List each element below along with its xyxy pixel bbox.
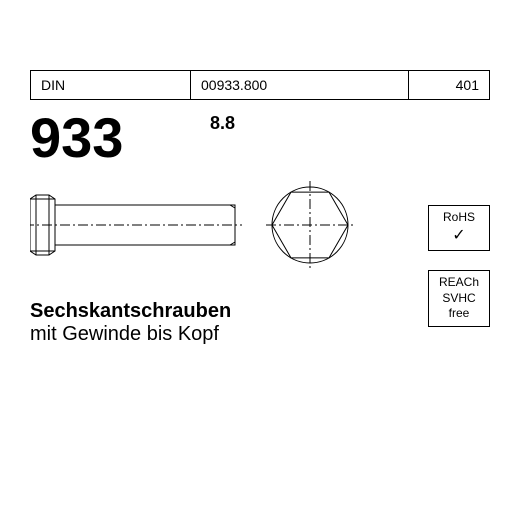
- reach-line1: REACh: [431, 275, 487, 291]
- bolt-diagram: [30, 175, 390, 275]
- reach-line2: SVHC: [431, 291, 487, 307]
- description-subtitle: mit Gewinde bis Kopf: [30, 323, 231, 346]
- description: Sechskantschrauben mit Gewinde bis Kopf: [30, 300, 231, 346]
- header-code: 401: [409, 71, 489, 99]
- header-table: DIN 00933.800 401: [30, 70, 490, 100]
- rohs-badge: RoHS ✓: [428, 205, 490, 251]
- rohs-label: RoHS: [431, 210, 487, 226]
- reach-line3: free: [431, 306, 487, 322]
- check-icon: ✓: [431, 226, 487, 247]
- reach-badge: REACh SVHC free: [428, 270, 490, 327]
- header-standard: DIN: [31, 71, 191, 99]
- grade-label: 8.8: [210, 113, 235, 134]
- description-title: Sechskantschrauben: [30, 300, 231, 323]
- standard-number: 933: [30, 105, 123, 170]
- header-partno: 00933.800: [191, 71, 409, 99]
